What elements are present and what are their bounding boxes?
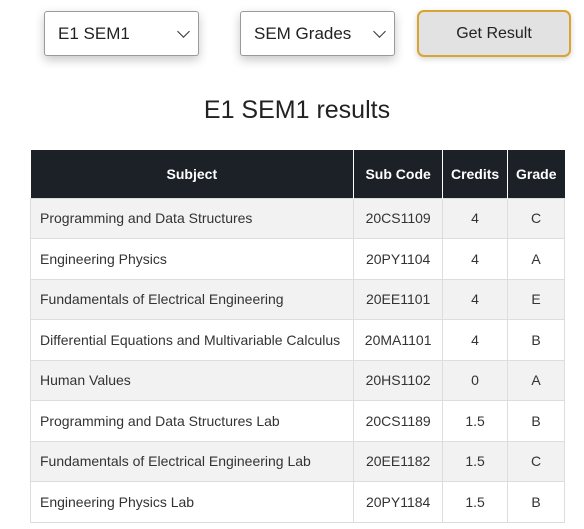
grade-cell: B [507, 481, 565, 523]
subject-cell: Fundamentals of Electrical Engineering [29, 278, 355, 320]
sub-code-cell: 20PY1104 [353, 238, 444, 280]
grade-cell: C [507, 197, 565, 239]
sub-code-cell: 20EE1101 [353, 278, 444, 320]
semester-select[interactable]: E1 SEM1 [44, 11, 199, 56]
table-row: Fundamentals of Electrical Engineering L… [29, 440, 565, 482]
column-header-sub-code: Sub Code [353, 150, 444, 198]
column-header-grade: Grade [507, 150, 565, 198]
sub-code-cell: 20PY1184 [353, 481, 444, 523]
column-header-subject: Subject [30, 150, 355, 198]
grade-cell: B [507, 319, 565, 361]
table-row: Programming and Data Structures 20CS1109… [29, 197, 565, 239]
chevron-down-icon [177, 25, 190, 38]
chevron-down-icon [373, 25, 386, 38]
grade-cell: E [507, 278, 565, 320]
sub-code-cell: 20CS1189 [353, 400, 444, 442]
credits-cell: 4 [442, 197, 509, 239]
table-row: Human Values 20HS1102 0 A [29, 359, 565, 401]
subject-cell: Fundamentals of Electrical Engineering L… [29, 440, 355, 482]
subject-cell: Programming and Data Structures Lab [29, 400, 355, 442]
sub-code-cell: 20HS1102 [353, 359, 444, 401]
sub-code-cell: 20MA1101 [353, 319, 444, 361]
credits-cell: 4 [442, 319, 509, 361]
grade-cell: B [507, 400, 565, 442]
subject-cell: Human Values [29, 359, 355, 401]
grade-cell: A [507, 359, 565, 401]
sub-code-cell: 20EE1182 [353, 440, 444, 482]
credits-cell: 1.5 [442, 481, 509, 523]
table-row: Engineering Physics Lab 20PY1184 1.5 B [29, 481, 565, 523]
subject-cell: Engineering Physics Lab [29, 481, 355, 523]
result-controls: E1 SEM1 SEM Grades Get Result [44, 10, 574, 58]
credits-cell: 4 [442, 278, 509, 320]
column-header-credits: Credits [442, 150, 509, 198]
subject-cell: Engineering Physics [29, 238, 355, 280]
sub-code-cell: 20CS1109 [353, 197, 444, 239]
semester-select-value: E1 SEM1 [58, 23, 130, 43]
table-row: Engineering Physics 20PY1104 4 A [29, 238, 565, 280]
page-title: E1 SEM1 results [203, 96, 391, 124]
result-type-select[interactable]: SEM Grades [240, 11, 395, 56]
table-row: Fundamentals of Electrical Engineering 2… [29, 278, 565, 320]
credits-cell: 0 [442, 359, 509, 401]
result-type-select-value: SEM Grades [254, 23, 352, 43]
grade-cell: A [507, 238, 565, 280]
results-table: Subject Sub Code Credits Grade Programmi… [29, 150, 565, 523]
get-result-button[interactable]: Get Result [417, 10, 571, 57]
table-header-row: Subject Sub Code Credits Grade [30, 150, 565, 198]
grade-cell: C [507, 440, 565, 482]
credits-cell: 1.5 [442, 400, 509, 442]
table-row: Differential Equations and Multivariable… [29, 319, 565, 361]
table-row: Programming and Data Structures Lab 20CS… [29, 400, 565, 442]
subject-cell: Differential Equations and Multivariable… [29, 319, 355, 361]
credits-cell: 4 [442, 238, 509, 280]
credits-cell: 1.5 [442, 440, 509, 482]
subject-cell: Programming and Data Structures [29, 197, 355, 239]
